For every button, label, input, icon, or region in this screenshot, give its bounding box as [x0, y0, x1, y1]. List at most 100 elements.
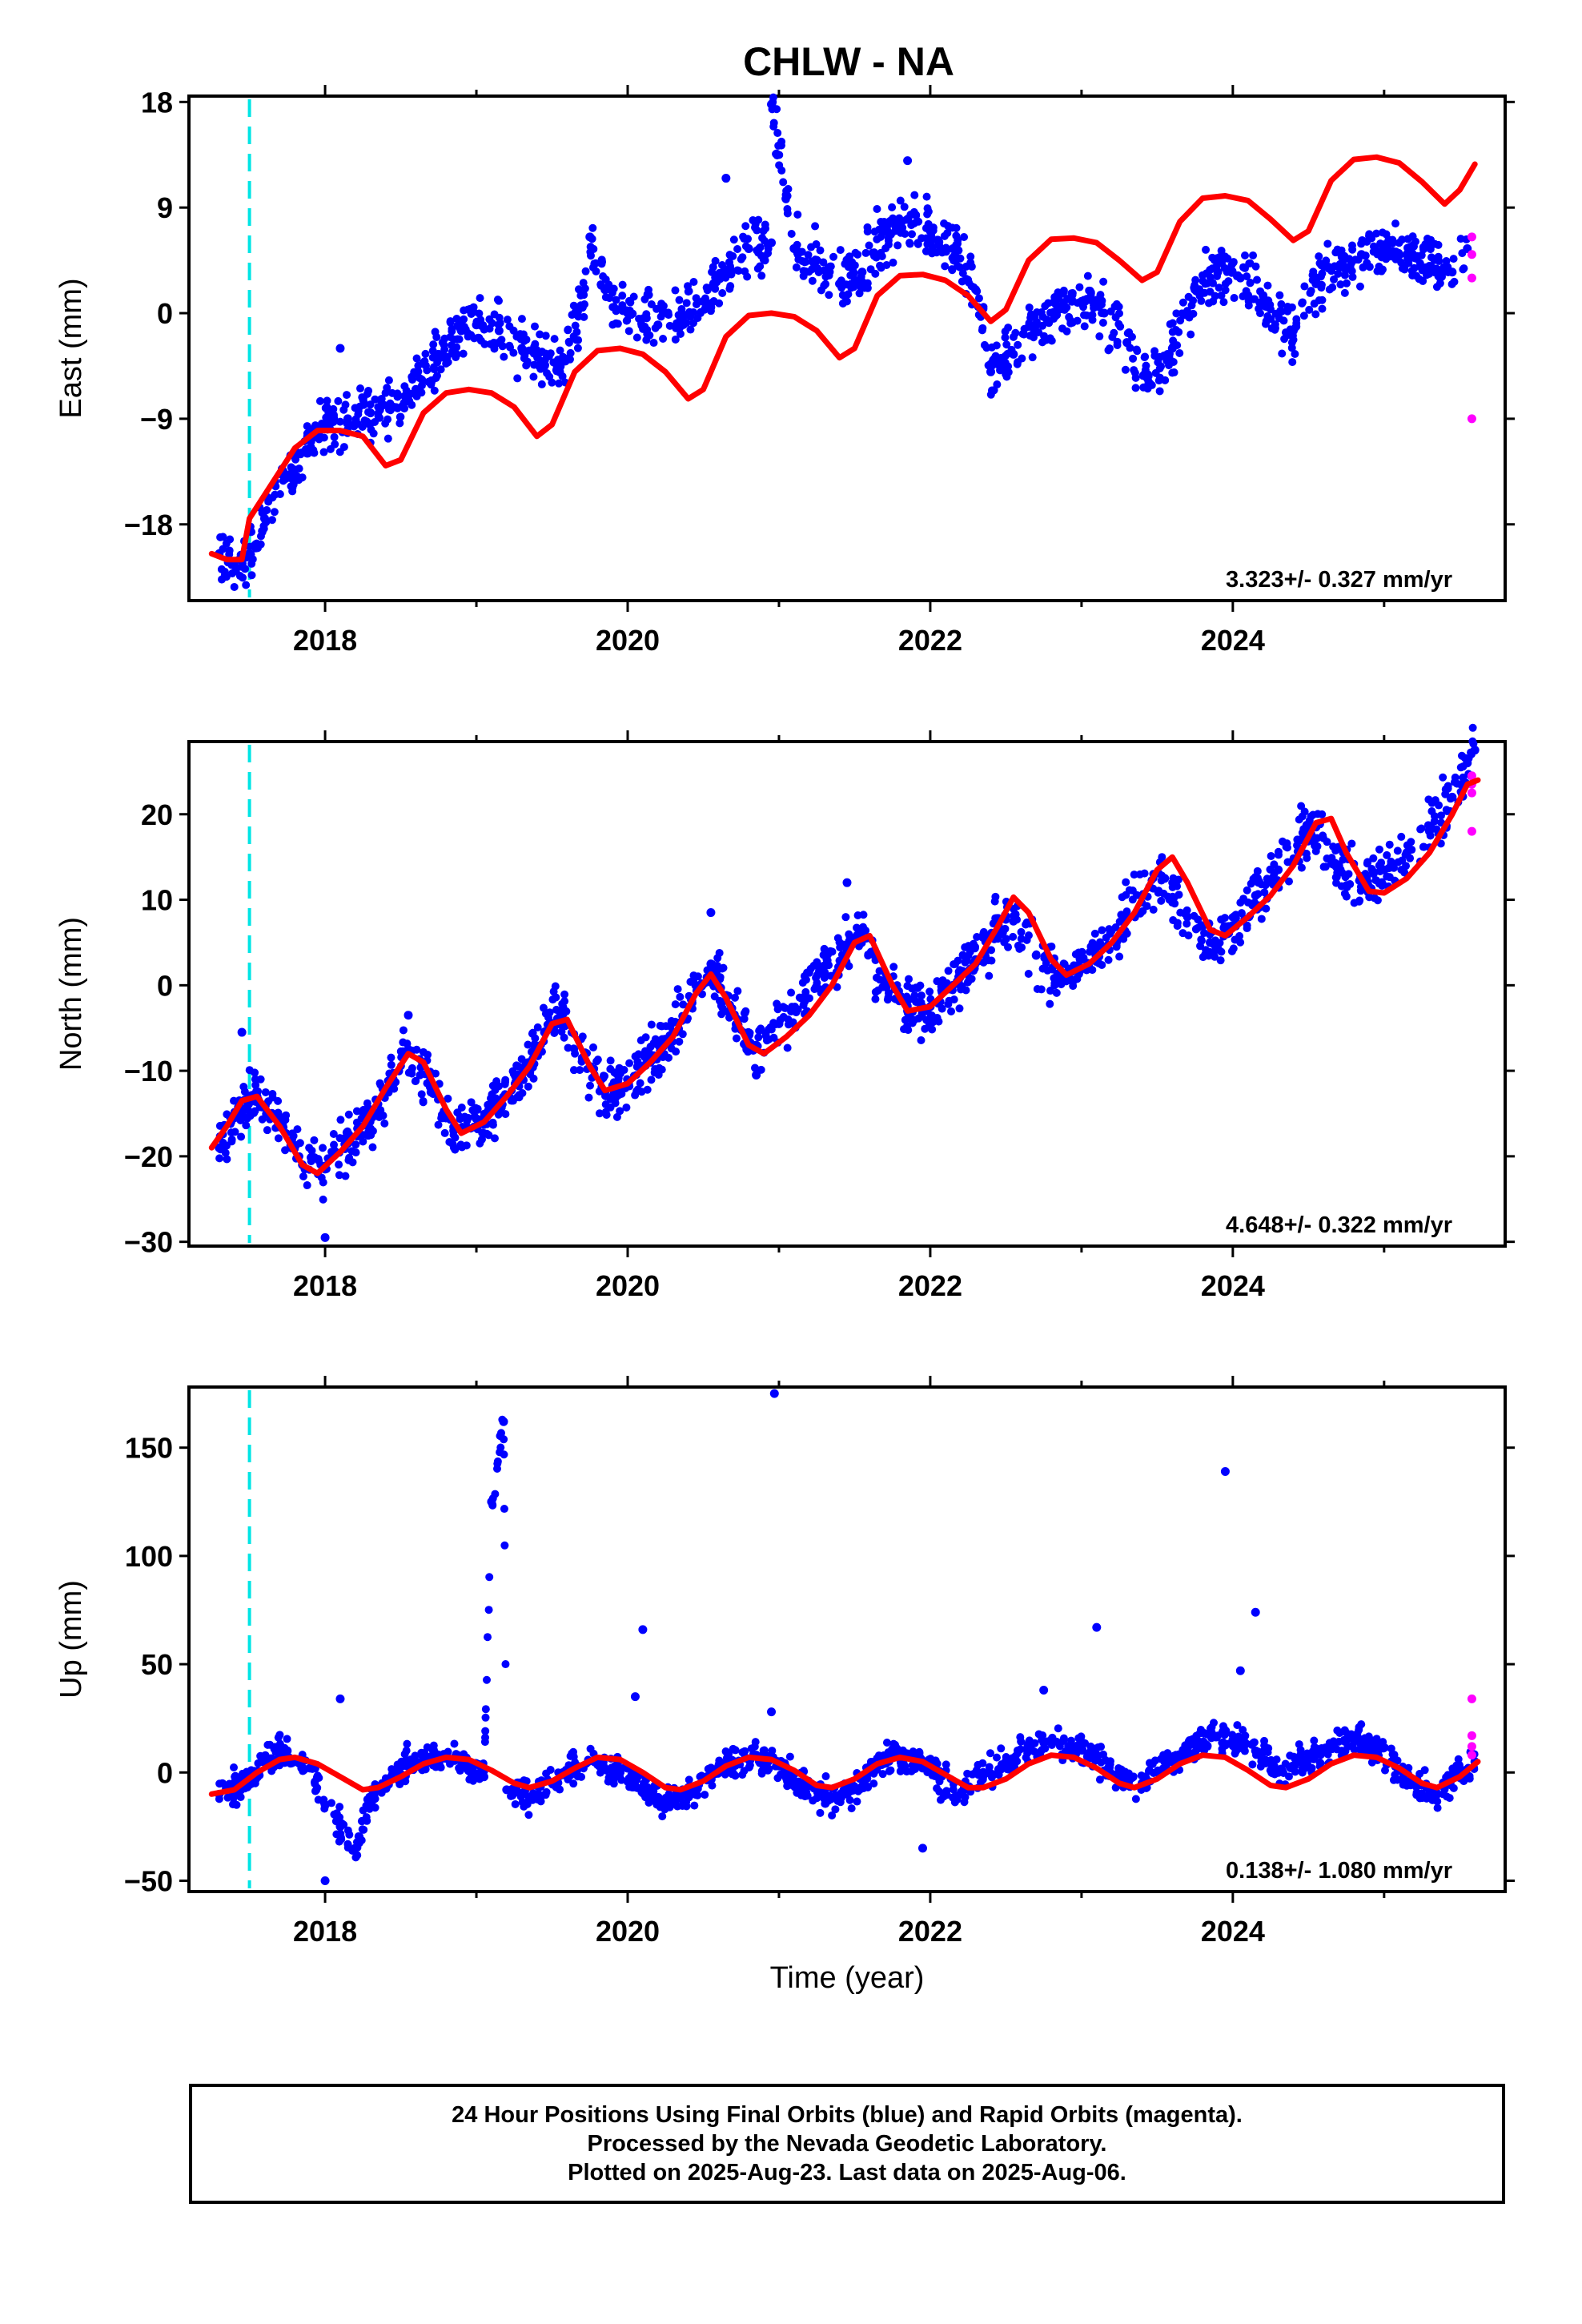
north-final-point	[1009, 932, 1018, 941]
east-final-point	[1460, 264, 1468, 273]
north-final-point	[1342, 892, 1351, 901]
north-final-point	[239, 1083, 248, 1092]
north-final-point	[995, 931, 1004, 939]
up-final-point	[721, 1747, 730, 1756]
north-final-point	[612, 1070, 621, 1079]
north-final-point	[518, 1089, 527, 1098]
north-final-point	[1243, 921, 1251, 930]
east-final-point	[1323, 239, 1332, 248]
north-final-point	[1463, 758, 1472, 768]
east-final-point	[924, 207, 933, 216]
north-final-point	[1128, 887, 1137, 895]
east-final-point	[642, 336, 651, 344]
east-final-point	[1278, 349, 1287, 358]
east-final-point	[773, 129, 782, 138]
up-final-point	[645, 1791, 654, 1800]
east-final-point	[958, 269, 967, 278]
north-final-point	[440, 1128, 449, 1137]
up-final-point	[484, 1633, 492, 1642]
east-final-point	[1013, 360, 1022, 368]
north-final-point	[900, 1025, 909, 1034]
up-final-point	[931, 1756, 940, 1765]
up-final-point	[917, 1844, 927, 1853]
up-final-point	[283, 1735, 291, 1743]
east-final-point	[597, 255, 606, 264]
up-final-point	[1195, 1729, 1204, 1738]
up-final-point	[274, 1733, 283, 1742]
east-final-point	[1178, 298, 1187, 307]
east-final-point	[411, 384, 420, 394]
east-final-point	[613, 320, 622, 328]
north-final-point	[812, 973, 821, 982]
north-y-tick-label: −10	[124, 1055, 173, 1088]
east-final-point	[782, 187, 791, 195]
east-final-point	[632, 333, 641, 342]
east-final-point	[429, 340, 438, 349]
east-final-point	[909, 219, 918, 227]
north-final-point	[456, 1113, 464, 1122]
up-final-point	[842, 1789, 852, 1799]
north-final-point	[237, 1027, 247, 1037]
north-model-line	[208, 777, 1481, 1176]
north-final-point	[404, 1011, 413, 1020]
east-final-point	[329, 404, 338, 413]
east-final-point	[948, 223, 957, 232]
east-final-point	[1318, 304, 1327, 313]
north-plot-frame	[187, 740, 1507, 1248]
north-final-point	[787, 1007, 796, 1016]
east-final-point	[1095, 332, 1104, 341]
east-final-point	[383, 434, 392, 443]
east-final-point	[225, 550, 234, 559]
north-final-point	[820, 944, 829, 953]
east-final-point	[452, 314, 461, 323]
east-final-point	[259, 513, 269, 523]
east-final-point	[1001, 333, 1010, 342]
east-final-point	[555, 367, 564, 376]
up-final-point	[511, 1799, 520, 1808]
north-final-point	[1169, 916, 1178, 925]
east-final-point	[885, 217, 893, 226]
north-final-point	[251, 1107, 259, 1116]
up-final-point	[1251, 1607, 1260, 1617]
up-final-point	[1391, 1771, 1399, 1779]
north-final-point	[765, 1035, 773, 1044]
north-final-point	[1443, 807, 1452, 816]
north-final-point	[491, 1086, 500, 1095]
north-final-point	[908, 984, 917, 993]
east-final-point	[1288, 358, 1297, 367]
up-final-point	[541, 1791, 550, 1799]
north-final-point	[1257, 915, 1266, 923]
east-final-point	[639, 324, 648, 333]
north-final-point	[490, 1134, 499, 1143]
north-final-point	[1037, 985, 1046, 994]
east-final-point	[708, 283, 717, 292]
east-final-point	[1334, 269, 1343, 278]
up-final-point	[878, 1770, 887, 1779]
up-final-point	[1203, 1740, 1211, 1749]
east-final-point	[1018, 330, 1027, 339]
north-final-point	[774, 1019, 784, 1028]
east-final-point	[294, 475, 303, 484]
east-final-point	[1259, 291, 1268, 300]
east-final-point	[783, 205, 792, 214]
up-final-point	[1303, 1749, 1312, 1758]
up-final-point	[522, 1777, 531, 1786]
north-final-point	[1307, 812, 1315, 821]
east-final-point	[967, 262, 976, 271]
north-final-point	[1439, 773, 1447, 782]
east-final-point	[659, 335, 668, 344]
up-final-point	[335, 1822, 345, 1831]
east-final-point	[618, 292, 627, 300]
north-final-point	[341, 1172, 350, 1180]
up-final-point	[335, 1694, 345, 1703]
east-final-point	[618, 280, 627, 289]
north-final-point	[781, 1003, 789, 1012]
up-final-point	[1069, 1742, 1078, 1751]
up-final-point	[501, 1660, 510, 1669]
north-final-point	[1435, 801, 1443, 810]
east-final-point	[734, 267, 743, 275]
north-final-point	[263, 1126, 271, 1135]
north-final-point	[344, 1110, 353, 1119]
up-final-point	[283, 1746, 292, 1755]
north-final-point	[979, 930, 988, 939]
